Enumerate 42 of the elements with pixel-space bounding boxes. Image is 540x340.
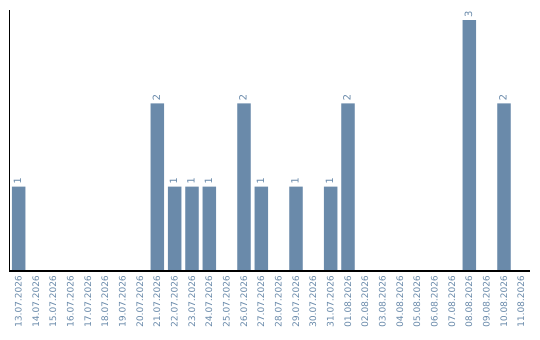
x-tick-label: 29.07.2026 bbox=[292, 275, 302, 327]
data-label: 1 bbox=[256, 177, 267, 184]
x-tick-label: 27.07.2026 bbox=[257, 275, 268, 327]
x-tick-label: 23.07.2026 bbox=[188, 275, 198, 327]
x-tick-label: 09.08.2026 bbox=[482, 275, 493, 327]
x-tick-label: 25.07.2026 bbox=[222, 275, 233, 327]
x-tick-label: 11.08.2026 bbox=[517, 275, 528, 327]
data-label: 2 bbox=[238, 94, 250, 100]
data-label: 1 bbox=[204, 177, 215, 184]
data-label: 1 bbox=[290, 177, 302, 184]
x-tick-label: 15.07.2026 bbox=[49, 275, 60, 327]
x-tick-label: 24.07.2026 bbox=[205, 275, 216, 327]
data-label: 2 bbox=[498, 94, 510, 100]
x-tick-label: 14.07.2026 bbox=[32, 275, 42, 327]
data-label: 1 bbox=[13, 177, 24, 184]
data-label: 3 bbox=[464, 10, 475, 17]
x-tick-label: 30.07.2026 bbox=[309, 275, 320, 327]
x-tick-label: 01.08.2026 bbox=[344, 275, 354, 327]
x-tick-label: 13.07.2026 bbox=[14, 275, 25, 327]
x-tick-label: 05.08.2026 bbox=[413, 275, 424, 327]
data-label: 2 bbox=[152, 94, 163, 100]
x-tick-label: 20.07.2026 bbox=[136, 275, 146, 327]
x-tick-label: 22.07.2026 bbox=[170, 275, 181, 327]
x-tick-label: 17.07.2026 bbox=[84, 275, 94, 327]
x-tick-label: 02.08.2026 bbox=[361, 275, 372, 327]
x-tick-label: 04.08.2026 bbox=[396, 275, 406, 327]
x-tick-label: 16.07.2026 bbox=[66, 275, 77, 327]
data-label: 2 bbox=[342, 94, 354, 100]
x-tick-label: 31.07.2026 bbox=[326, 275, 337, 327]
x-tick-label: 28.07.2026 bbox=[274, 275, 285, 327]
x-tick-label: 06.08.2026 bbox=[430, 275, 441, 327]
data-label: 1 bbox=[169, 177, 180, 184]
x-tick-label: 18.07.2026 bbox=[101, 275, 112, 327]
x-tick-label: 07.08.2026 bbox=[448, 275, 458, 327]
x-tick-label: 21.07.2026 bbox=[153, 275, 164, 327]
x-tick-label: 08.08.2026 bbox=[465, 275, 476, 327]
data-label: 1 bbox=[325, 177, 336, 184]
x-tick-label: 26.07.2026 bbox=[240, 275, 250, 327]
x-tick-label: 03.08.2026 bbox=[378, 275, 389, 327]
x-tick-label: 10.08.2026 bbox=[500, 275, 510, 327]
x-tick-label: 19.07.2026 bbox=[118, 275, 129, 327]
data-label: 1 bbox=[186, 177, 198, 184]
